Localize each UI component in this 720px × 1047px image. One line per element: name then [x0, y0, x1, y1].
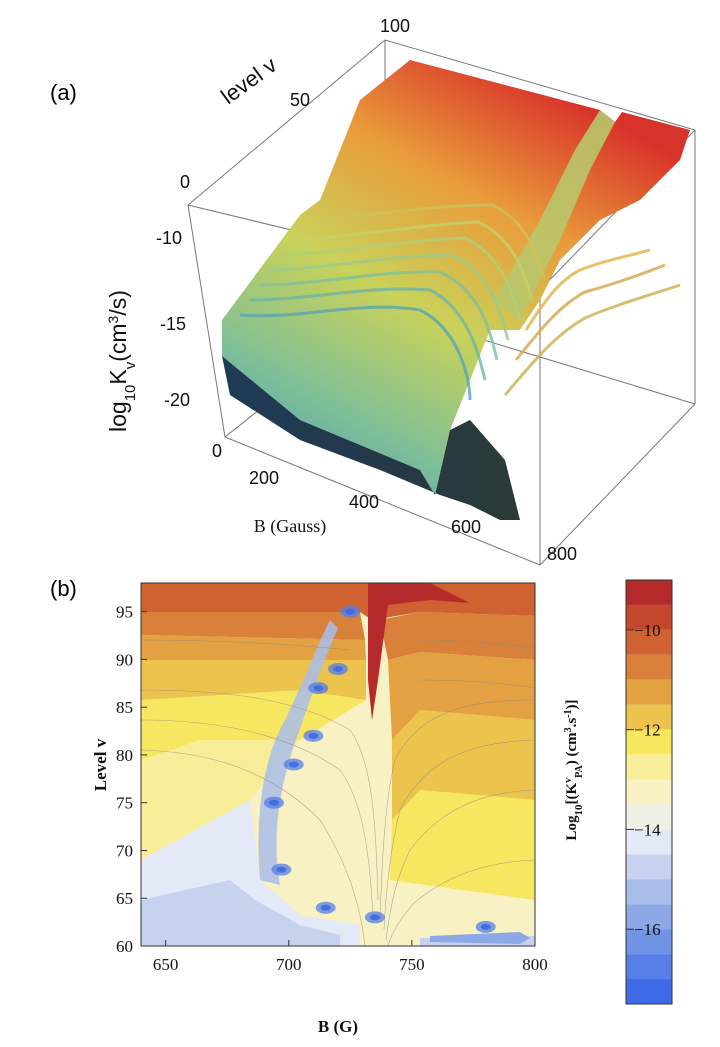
y-tick-label-b: 60: [116, 937, 133, 956]
axis-a-ticks: 0 50 100 -10 -15 -20 0 200 400 600 800: [156, 16, 577, 564]
x-tick-label-b: 700: [276, 955, 302, 974]
panel-b-label: (b): [50, 576, 77, 601]
colorbar-segment: [626, 580, 672, 605]
cb-label-v: v: [563, 778, 574, 783]
surface-plot-3d: 0 50 100 -10 -15 -20 0 200 400 600 800 B…: [105, 16, 696, 566]
cb-label-pa: PA: [574, 765, 585, 778]
cb-label-cm: ) (cm: [564, 732, 580, 765]
colorbar-tick-label: −10: [634, 621, 661, 640]
cb-label-m1: -1: [563, 709, 574, 717]
colorbar-segment: [626, 679, 672, 705]
y-tick-100: 100: [380, 16, 410, 36]
colorbar-tick-label: −12: [634, 721, 661, 740]
colorbar-segment: [626, 654, 672, 680]
cold-spot-core: [276, 866, 287, 873]
cb-label-3: 3: [563, 727, 574, 732]
y-tick-50: 50: [290, 90, 310, 110]
surface-ridges: [239, 203, 681, 401]
y-tick-label-b: 70: [116, 841, 133, 860]
z-label-sub: 10: [122, 385, 139, 402]
colorbar-segment: [626, 629, 672, 655]
cold-spot-core: [288, 761, 299, 768]
y-ticks-b: 60 65 70 75 80 85 90 95: [116, 603, 147, 956]
panel-a-label: (a): [50, 80, 77, 105]
y-axis-label-a: level v: [216, 52, 281, 109]
cold-spot-core: [313, 685, 324, 692]
x-tick-800: 800: [547, 544, 577, 564]
z-tick-m15: -15: [160, 314, 186, 334]
colorbar-tick-label: −14: [634, 820, 661, 839]
contour-frame: [140, 582, 536, 947]
cold-spot-core: [480, 923, 491, 930]
z-label-sup: 3: [105, 315, 121, 323]
y-tick-label-b: 95: [116, 603, 133, 622]
cold-spot-core: [308, 732, 319, 739]
cold-spot-core: [268, 799, 279, 806]
x-tick-400: 400: [349, 492, 379, 512]
z-label-log: log: [105, 401, 131, 432]
y-tick-label-b: 75: [116, 794, 133, 813]
y-tick-0: 0: [180, 172, 190, 192]
colorbar-segment: [626, 779, 672, 805]
z-label-cm: (cm: [105, 323, 131, 361]
y-tick-label-b: 85: [116, 698, 133, 717]
y-tick-label-b: 80: [116, 746, 133, 765]
colorbar-segment: [626, 829, 672, 855]
cb-label-k: [(K: [564, 783, 580, 805]
cold-spot-core: [333, 665, 343, 672]
z-tick-m20: -20: [164, 390, 190, 410]
z-label-k: K: [105, 369, 131, 385]
colorbar-frame: [625, 579, 673, 1005]
x-tick-label-b: 800: [522, 955, 548, 974]
y-tick-label-b: 65: [116, 889, 133, 908]
colorbar-segment: [626, 979, 672, 1004]
colorbar-segment: [626, 929, 672, 955]
cb-label-s: .s: [564, 718, 580, 728]
z-axis-label-a: log10Kv(cm3/s): [105, 290, 139, 432]
surface-front-face: [222, 356, 520, 520]
colorbar-segment: [626, 754, 672, 780]
y-axis-label-b: Level v: [91, 738, 110, 791]
cb-label-close: )]: [564, 699, 580, 709]
x-axis-label-b: B (G): [318, 1017, 358, 1036]
z-label-v: v: [122, 361, 139, 369]
colorbar-segment: [626, 729, 672, 755]
cold-spot-core: [320, 904, 331, 911]
cold-spots: [263, 605, 496, 933]
x-tick-200: 200: [249, 468, 279, 488]
z-label-end: /s): [105, 290, 131, 316]
colorbar-tick-label: −16: [634, 920, 661, 939]
colorbar-segment: [626, 804, 672, 830]
contour-plot: 650 700 750 800 60 65 70 75 80 85 90 95 B (G) Leve…: [91, 579, 673, 1036]
colorbar-ticks: −10 −12 −14 −16: [626, 621, 661, 939]
cb-label-sub: 10: [573, 804, 585, 816]
cb-label-log: Log: [564, 815, 580, 841]
colorbar-label: Log10[(KvPA) (cm3.s-1)]: [563, 699, 586, 840]
x-tick-label-b: 750: [399, 955, 425, 974]
z-tick-m10: -10: [156, 228, 182, 248]
colorbar-segment: [626, 954, 672, 980]
contour-field: [141, 583, 535, 946]
colorbar: [625, 579, 673, 1005]
colorbar-segment: [626, 879, 672, 905]
x-ticks-b: 650 700 750 800: [153, 940, 548, 974]
x-tick-600: 600: [451, 517, 481, 537]
colorbar-segment: [626, 604, 672, 630]
x-axis-label-a: B (Gauss): [254, 516, 327, 537]
colorbar-segment: [626, 704, 672, 730]
x-tick-label-b: 650: [153, 955, 179, 974]
cold-spot-core: [369, 914, 380, 921]
colorbar-segment: [626, 854, 672, 880]
cold-spot-core: [345, 608, 356, 615]
z-tick-0: 0: [212, 441, 222, 461]
surface-cliff: [495, 110, 615, 320]
colorbar-segment: [626, 904, 672, 930]
y-tick-label-b: 90: [116, 650, 133, 669]
